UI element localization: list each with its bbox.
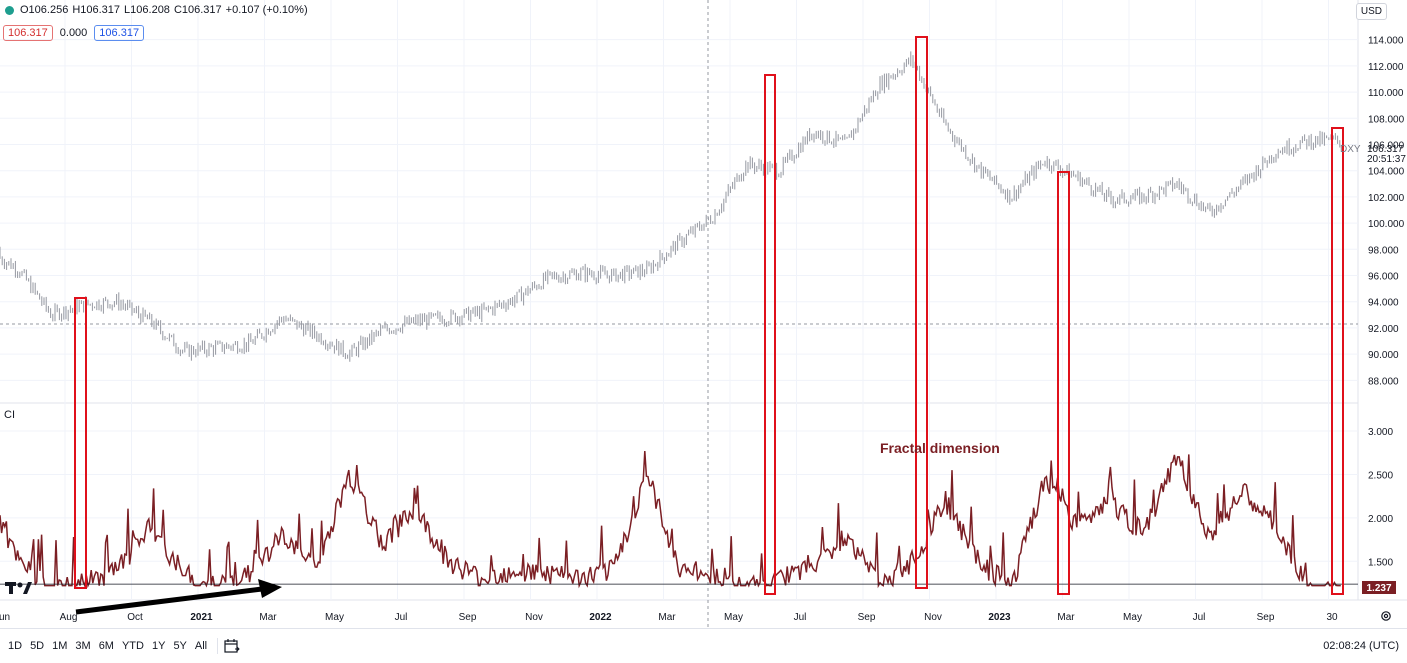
price-tick-label: 112.000 xyxy=(1368,62,1404,73)
time-tick-label: May xyxy=(325,612,344,623)
timeframe-6m[interactable]: 6M xyxy=(98,640,114,652)
go-to-date-icon[interactable] xyxy=(224,639,240,653)
change-value: +0.107 (+0.10%) xyxy=(225,4,308,16)
time-tick-label: 30 xyxy=(1326,612,1338,623)
indicator-tick-label: 2.500 xyxy=(1368,470,1393,481)
grid-lines xyxy=(0,0,1407,628)
indicator-tick-label: 3.000 xyxy=(1368,427,1393,438)
time-tick-label: 2023 xyxy=(988,612,1011,623)
time-tick-label: Jul xyxy=(1193,612,1206,623)
time-tick-label: Nov xyxy=(525,612,543,623)
price-tick-label: 92.000 xyxy=(1368,324,1399,335)
time-tick-label: Mar xyxy=(1057,612,1075,623)
price-tick-label: 98.000 xyxy=(1368,245,1399,256)
timeframe-ytd[interactable]: YTD xyxy=(121,640,144,652)
time-tick-label: Oct xyxy=(127,612,143,623)
timeframe-group: 1D 5D 1M 3M 6M YTD 1Y 5Y All xyxy=(0,640,211,652)
indicator-tick-label: 2.000 xyxy=(1368,514,1393,525)
chart-canvas[interactable]: 88.000 90.000 92.000 94.000 96.000 98.000 100.… xyxy=(0,0,1407,628)
ohlc-legend: O106.256 H106.317 L106.208 C106.317 +0.1… xyxy=(5,4,308,16)
time-tick-label: May xyxy=(1123,612,1142,623)
highlight-box xyxy=(1057,171,1070,595)
currency-selector[interactable]: USD xyxy=(1355,3,1387,20)
time-tick-label: Jul xyxy=(794,612,807,623)
highlight-box xyxy=(764,74,776,595)
price-series xyxy=(0,51,1341,362)
time-tick-label: Mar xyxy=(658,612,676,623)
low-value: L106.208 xyxy=(124,4,170,16)
timeframe-1y[interactable]: 1Y xyxy=(151,640,166,652)
spread-value: 0.000 xyxy=(59,27,88,39)
timeframe-1m[interactable]: 1M xyxy=(52,640,68,652)
price-tick-label: 100.000 xyxy=(1368,219,1405,230)
time-tick-label: Mar xyxy=(259,612,277,623)
highlight-box xyxy=(915,36,928,589)
open-value: O106.256 xyxy=(20,4,69,16)
close-value: C106.317 xyxy=(173,4,222,16)
fractal-dimension-label: Fractal dimension xyxy=(880,440,1000,456)
timeframe-5y[interactable]: 5Y xyxy=(173,640,187,652)
price-tick-label: 90.000 xyxy=(1368,350,1399,361)
price-tick-label: 110.000 xyxy=(1368,88,1404,99)
highlight-box xyxy=(74,297,87,589)
time-tick-label: 2021 xyxy=(190,612,213,623)
price-tick-label: 96.000 xyxy=(1368,272,1399,283)
price-tick-label: 106.000 xyxy=(1368,140,1405,151)
price-tick-label: 104.000 xyxy=(1368,167,1405,178)
timeframe-3m[interactable]: 3M xyxy=(75,640,91,652)
last-price-label: 106.317 xyxy=(1367,144,1404,155)
time-tick-label: Jun xyxy=(0,612,10,623)
ask-badge[interactable]: 106.317 xyxy=(94,25,145,41)
time-tick-label: Sep xyxy=(858,612,876,623)
settings-gear-icon[interactable] xyxy=(1380,610,1392,622)
time-tick-label: Nov xyxy=(924,612,942,623)
trend-arrow xyxy=(75,586,263,615)
countdown-label: 20:51:37 xyxy=(1367,154,1406,165)
timeframe-all[interactable]: All xyxy=(194,640,208,652)
arrow-head-icon xyxy=(258,579,282,598)
time-tick-label: Sep xyxy=(459,612,477,623)
axes: 88.000 90.000 92.000 94.000 96.000 98.000 100.… xyxy=(0,36,1406,623)
time-tick-label: May xyxy=(724,612,743,623)
indicator-tick-label: 1.500 xyxy=(1368,557,1393,568)
price-tick-label: 88.000 xyxy=(1368,376,1399,387)
symbol-label: DXY xyxy=(1340,144,1361,155)
highlight-boxes xyxy=(74,36,1344,595)
price-tick-label: 114.000 xyxy=(1368,36,1404,47)
timeframe-1d[interactable]: 1D xyxy=(8,640,23,652)
symbol-status-icon xyxy=(5,5,14,15)
bid-badge[interactable]: 106.317 xyxy=(3,25,53,41)
indicator-last-value-tag xyxy=(1362,581,1396,594)
indicator-label: CI xyxy=(4,409,15,421)
indicator-series xyxy=(0,450,1358,589)
annotations: Fractal dimension xyxy=(75,440,1000,615)
ci-line xyxy=(0,450,1341,589)
high-value: H106.317 xyxy=(72,4,121,16)
price-tick-label: 108.000 xyxy=(1368,114,1405,125)
tradingview-logo-icon[interactable] xyxy=(5,580,35,596)
bottom-toolbar: 1D 5D 1M 3M 6M YTD 1Y 5Y All 02:08:24 (UTC) xyxy=(0,628,1407,663)
price-badges: 106.317 0.000 106.317 xyxy=(3,25,145,41)
price-tick-label: 94.000 xyxy=(1368,298,1399,309)
time-tick-label: 2022 xyxy=(589,612,612,623)
time-tick-label: Aug xyxy=(60,612,78,623)
price-tick-label: 102.000 xyxy=(1368,193,1405,204)
toolbar-divider xyxy=(217,638,219,654)
time-tick-label: Jul xyxy=(395,612,408,623)
indicator-last-value: 1.237 xyxy=(1366,583,1391,594)
time-tick-label: Sep xyxy=(1257,612,1275,623)
utc-clock[interactable]: 02:08:24 (UTC) xyxy=(1323,640,1399,652)
timeframe-5d[interactable]: 5D xyxy=(30,640,45,652)
highlight-box xyxy=(1331,127,1344,595)
